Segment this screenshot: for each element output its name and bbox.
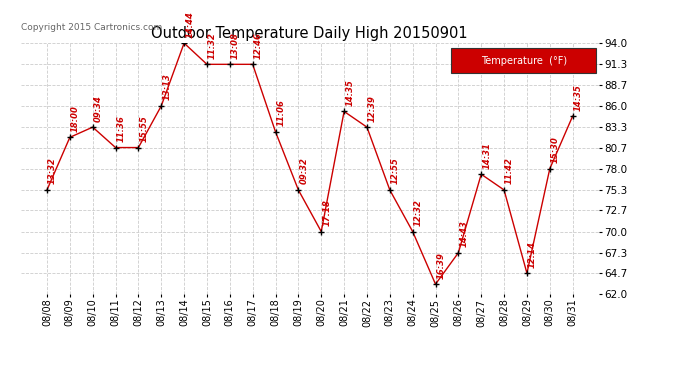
Text: 09:34: 09:34: [94, 95, 103, 122]
Text: 11:36: 11:36: [117, 115, 126, 142]
FancyBboxPatch shape: [451, 48, 596, 73]
Text: 14:35: 14:35: [345, 79, 354, 106]
Text: 11:32: 11:32: [208, 32, 217, 59]
Text: 12:14: 12:14: [528, 241, 537, 268]
Text: 12:39: 12:39: [368, 95, 377, 122]
Text: 12:55: 12:55: [391, 158, 400, 184]
Text: 12:32: 12:32: [414, 199, 423, 226]
Text: 16:39: 16:39: [437, 252, 446, 279]
Text: 14:43: 14:43: [460, 220, 469, 247]
Text: 09:32: 09:32: [299, 158, 308, 184]
Text: 15:30: 15:30: [551, 136, 560, 163]
Text: 13:13: 13:13: [162, 74, 171, 100]
Text: 13:08: 13:08: [231, 32, 240, 59]
Text: 18:00: 18:00: [71, 105, 80, 132]
Text: 15:55: 15:55: [139, 115, 148, 142]
Title: Outdoor Temperature Daily High 20150901: Outdoor Temperature Daily High 20150901: [152, 26, 468, 40]
Text: 14:31: 14:31: [482, 142, 491, 169]
Text: 14:35: 14:35: [573, 84, 582, 111]
Text: 11:06: 11:06: [277, 99, 286, 126]
Text: 12:46: 12:46: [254, 32, 263, 59]
Text: 17:18: 17:18: [322, 199, 331, 226]
Text: Copyright 2015 Cartronics.com: Copyright 2015 Cartronics.com: [21, 22, 162, 32]
Text: 11:42: 11:42: [505, 158, 514, 184]
Text: 13:32: 13:32: [48, 158, 57, 184]
Text: Temperature  (°F): Temperature (°F): [481, 56, 566, 66]
Text: 14:44: 14:44: [185, 11, 194, 38]
